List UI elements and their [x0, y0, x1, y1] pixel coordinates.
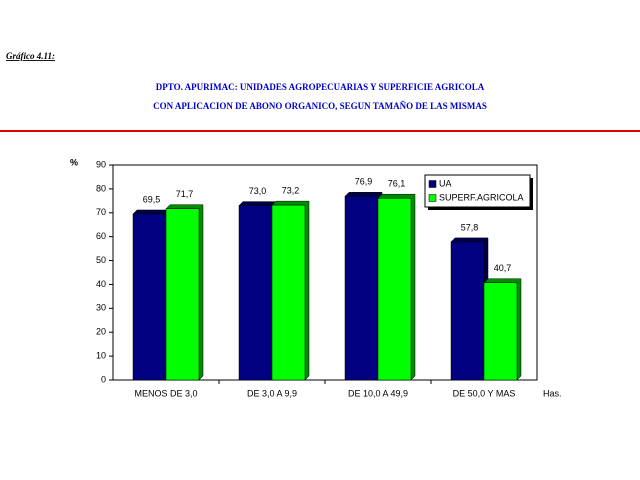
x-tick-label: DE 50,0 Y MAS	[453, 388, 516, 398]
x-tick-label: DE 10,0 A 49,9	[348, 388, 408, 398]
y-tick-label: 40	[96, 279, 106, 289]
value-label: 73,0	[249, 186, 267, 196]
bar	[377, 197, 412, 381]
bar	[238, 205, 273, 381]
value-label: 76,1	[388, 179, 406, 189]
value-label: 71,7	[176, 189, 194, 199]
x-tick-label: MENOS DE 3,0	[134, 388, 197, 398]
y-tick-label: 0	[101, 374, 106, 384]
bar	[450, 241, 485, 381]
value-label: 76,9	[355, 177, 373, 187]
bar	[483, 282, 518, 381]
y-tick-label: 60	[96, 231, 106, 241]
value-label: 40,7	[494, 263, 512, 273]
legend-label: SUPERF.AGRICOLA	[439, 192, 524, 202]
legend-swatch	[428, 180, 437, 188]
chart-title: CON APLICACION DE ABONO ORGANICO, SEGUN …	[153, 101, 487, 111]
bar	[344, 196, 379, 381]
bar	[271, 204, 306, 381]
y-tick-label: 90	[96, 159, 106, 169]
x-tick-label: DE 3,0 A 9,9	[247, 388, 297, 398]
y-tick-label: 50	[96, 255, 106, 265]
value-label: 57,8	[461, 222, 479, 232]
legend-label: UA	[439, 178, 452, 188]
y-tick-label: 20	[96, 327, 106, 337]
legend	[424, 174, 531, 208]
legend-swatch	[428, 194, 437, 202]
y-tick-label: 30	[96, 303, 106, 313]
y-tick-label: 80	[96, 183, 106, 193]
bar	[165, 208, 200, 381]
chart-title: DPTO. APURIMAC: UNIDADES AGROPECUARIAS Y…	[156, 82, 485, 92]
figure-label: Gráfico 4.11:	[6, 51, 55, 61]
y-axis-label: %	[70, 157, 78, 167]
x-axis-label: Has.	[543, 388, 562, 398]
value-label: 73,2	[282, 186, 300, 196]
value-label: 69,5	[143, 194, 161, 204]
bar	[132, 213, 167, 381]
y-tick-label: 70	[96, 207, 106, 217]
y-tick-label: 10	[96, 350, 106, 360]
